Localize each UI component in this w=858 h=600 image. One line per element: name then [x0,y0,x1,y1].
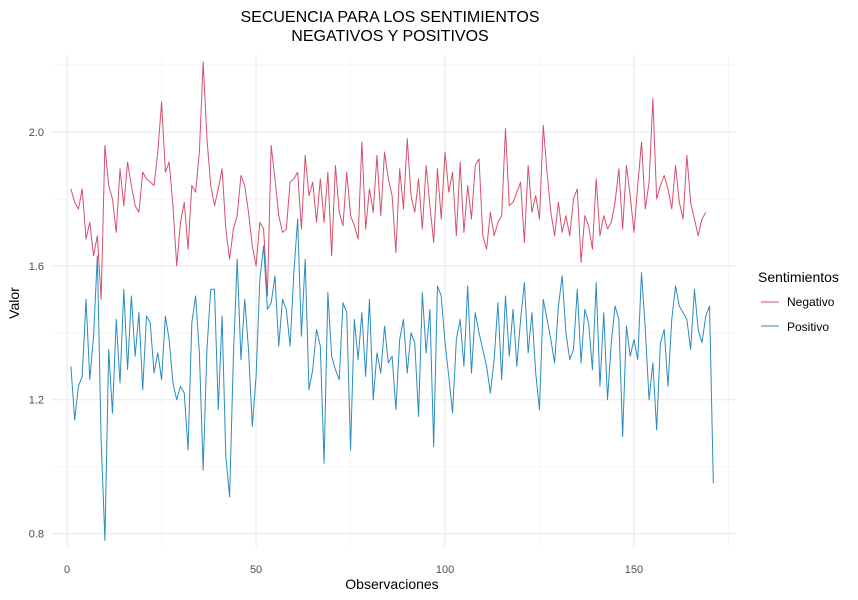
series-line-positivo [70,218,714,541]
x-tick-label: 0 [64,564,70,576]
series-layer [70,61,714,541]
chart-title-line1: SECUENCIA PARA LOS SENTIMIENTOS [240,9,539,26]
y-axis-title: Valor [6,287,22,319]
y-tick-labels: 0.8 1.2 1.6 2.0 [29,127,44,541]
legend: Sentimientos Negativo Positivo [758,269,839,334]
legend-label-negativo: Negativo [787,295,835,309]
x-tick-label: 50 [250,564,262,576]
y-tick-label: 0.8 [29,529,44,541]
y-tick-label: 2.0 [29,127,44,139]
x-tick-label: 100 [436,564,454,576]
x-tick-label: 150 [625,564,643,576]
y-tick-label: 1.2 [29,395,44,407]
grid [52,55,736,547]
y-tick-label: 1.6 [29,261,44,273]
chart-title-line2: NEGATIVOS Y POSITIVOS [291,28,488,45]
x-axis-title: Observaciones [345,576,438,592]
legend-title: Sentimientos [758,269,839,285]
x-tick-labels: 0 50 100 150 [64,564,643,576]
legend-label-positivo: Positivo [787,320,829,334]
series-line-negativo [70,61,707,300]
